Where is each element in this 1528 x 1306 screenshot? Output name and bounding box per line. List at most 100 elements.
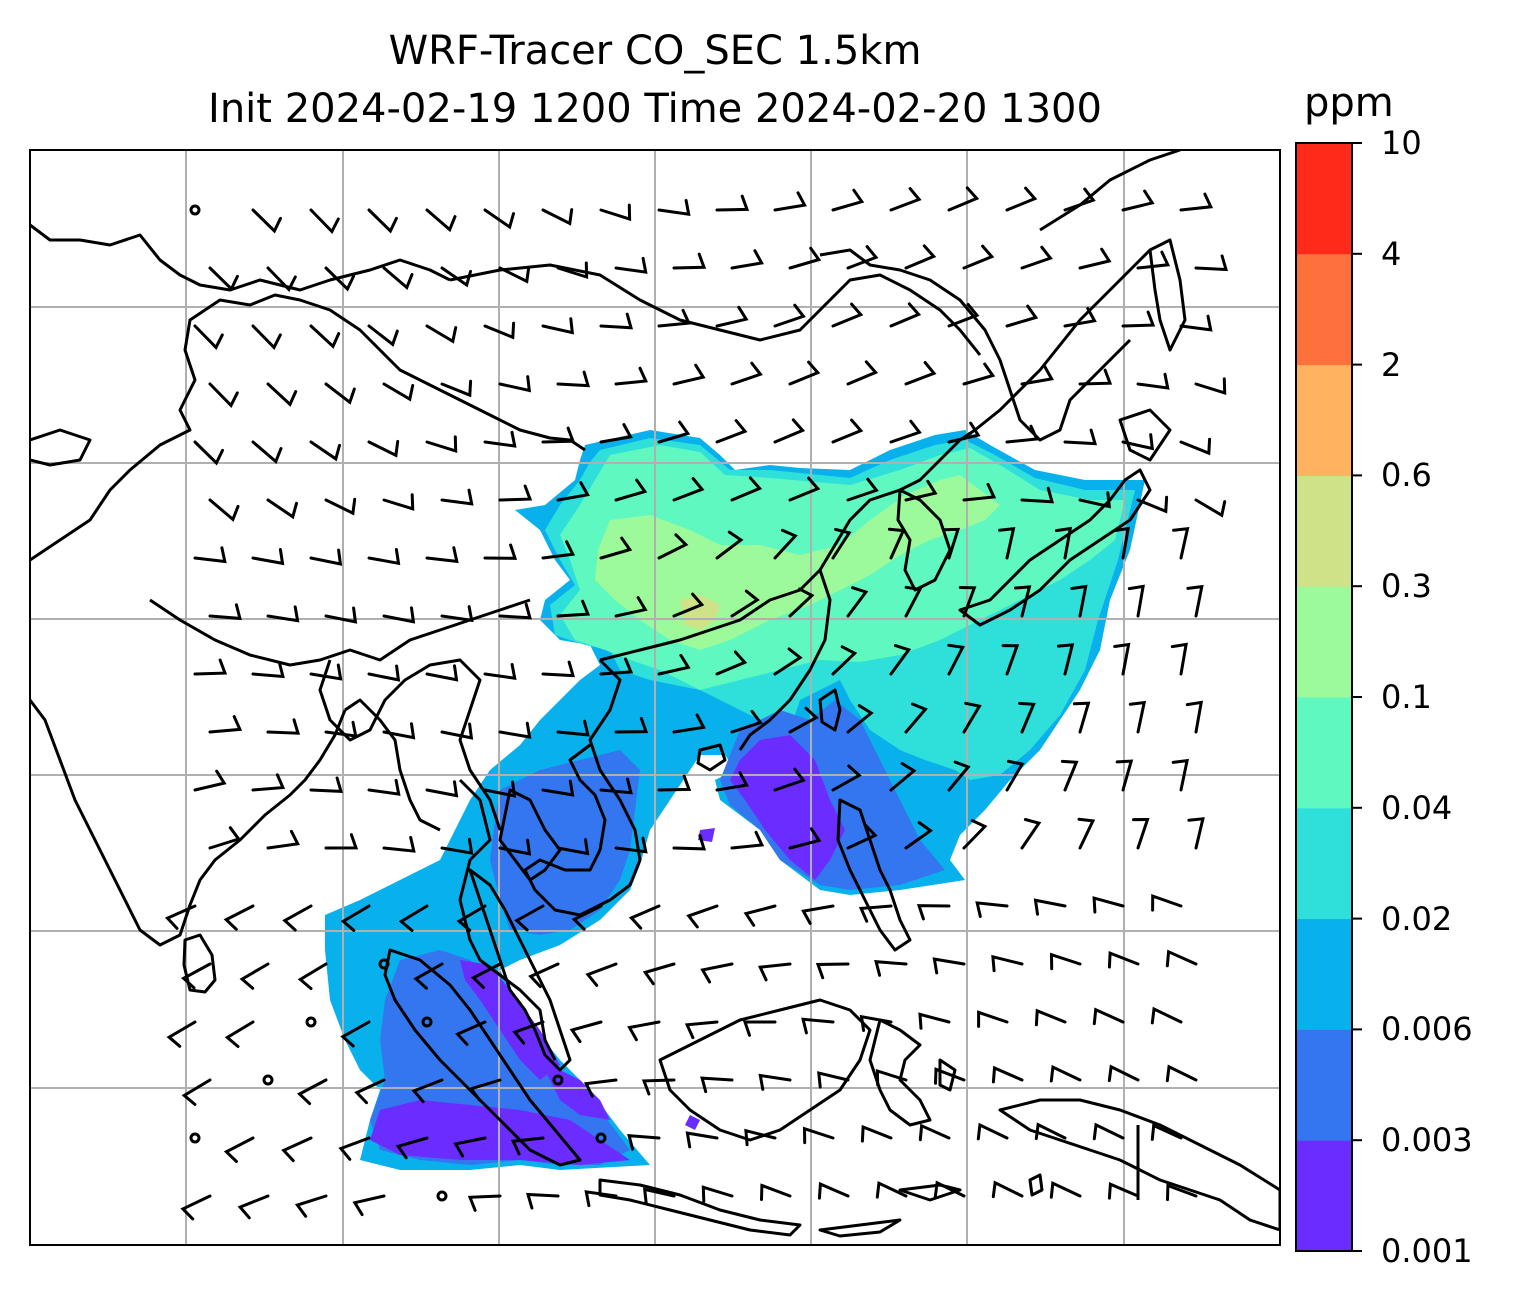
wind-barb xyxy=(599,777,633,795)
wind-barb xyxy=(715,530,744,560)
india-coastline xyxy=(30,699,347,947)
wind-barb xyxy=(715,194,750,212)
wind-barb xyxy=(367,208,398,234)
colorbar-unit-label: ppm xyxy=(1304,80,1394,126)
wind-barb xyxy=(918,1123,951,1142)
wind-barb xyxy=(512,1020,545,1045)
wind-barb xyxy=(846,586,869,618)
wind-barb xyxy=(440,722,474,740)
wind-barb xyxy=(1005,424,1040,444)
chart-title-line-1: WRF-Tracer CO_SEC 1.5km xyxy=(388,28,922,74)
wind-barb xyxy=(510,1136,545,1156)
wind-barb xyxy=(483,780,517,798)
wind-barb xyxy=(282,904,313,932)
wind-barb xyxy=(541,426,576,444)
wind-barb xyxy=(599,423,633,444)
wind-barb xyxy=(541,208,574,226)
wind-barb xyxy=(657,653,691,676)
wind-barb xyxy=(1063,428,1098,446)
wind-barb xyxy=(860,1124,893,1143)
wind-calm-marker xyxy=(552,1074,564,1086)
wind-barb xyxy=(382,836,416,853)
wind-barb xyxy=(904,244,937,270)
wind-barb xyxy=(1072,701,1091,734)
wind-barb xyxy=(1113,642,1131,676)
wind-barb xyxy=(933,1180,966,1199)
wind-barb xyxy=(470,962,502,989)
wind-barb xyxy=(599,312,634,330)
wind-barb xyxy=(889,762,917,792)
wind-barb xyxy=(846,704,874,734)
wind-barb xyxy=(788,360,821,386)
wind-barb xyxy=(411,1078,444,1104)
wind-barb xyxy=(672,252,707,270)
wind-barb xyxy=(382,606,416,624)
small-island-1 xyxy=(1028,1173,1044,1197)
wind-barb xyxy=(309,776,344,793)
wind-barb xyxy=(889,644,912,676)
wind-barb xyxy=(599,536,633,560)
wind-barb xyxy=(164,904,197,930)
wind-barb xyxy=(193,546,227,564)
wind-barb xyxy=(672,592,705,618)
china-coast xyxy=(599,428,976,662)
wind-barb xyxy=(1172,526,1190,560)
wind-barb xyxy=(889,419,922,444)
colorbar-segment xyxy=(1296,697,1352,809)
wind-barb xyxy=(1136,250,1171,270)
wind-barb xyxy=(976,1122,1009,1141)
vietnam-coast xyxy=(523,658,642,917)
wind-barb xyxy=(456,904,487,932)
wind-barb xyxy=(672,477,705,502)
wind-barb xyxy=(1020,486,1055,504)
wind-barb xyxy=(715,771,749,792)
wind-barb xyxy=(730,476,763,502)
wind-barb xyxy=(947,303,980,328)
wind-barb xyxy=(916,904,951,921)
wind-barb xyxy=(1034,1122,1067,1141)
wind-barb xyxy=(1127,584,1145,618)
wind-barb xyxy=(1151,893,1183,912)
wind-barb xyxy=(498,375,532,393)
wind-barb xyxy=(773,303,806,328)
wind-barb xyxy=(977,1010,1009,1028)
sakhalin-outline xyxy=(1148,238,1187,352)
wind-barb xyxy=(251,773,286,792)
wind-barb xyxy=(831,645,858,676)
wind-barb xyxy=(340,1020,371,1048)
colorbar xyxy=(1295,142,1362,1252)
wind-barb xyxy=(324,266,355,292)
wind-barb xyxy=(382,493,415,511)
wind-barb xyxy=(831,527,852,560)
wind-barb xyxy=(541,779,575,797)
wind-barb xyxy=(1194,254,1229,272)
wind-barb xyxy=(1077,817,1096,850)
central-asia-border xyxy=(30,223,451,292)
colorbar-segment xyxy=(1296,364,1352,476)
wind-barb xyxy=(425,435,458,453)
wind-barb xyxy=(700,962,734,984)
wind-barb xyxy=(266,718,301,735)
wind-calm-marker xyxy=(189,1132,201,1144)
wind-barb xyxy=(1054,526,1073,560)
wind-barb xyxy=(1020,818,1042,850)
wind-barb xyxy=(817,1181,850,1200)
wind-barb xyxy=(788,827,822,850)
wind-barb xyxy=(266,498,298,520)
map-frame xyxy=(29,149,1281,1246)
russia-coast-northeast xyxy=(1039,150,1181,232)
wind-barb xyxy=(281,1136,313,1163)
wind-barb xyxy=(991,1180,1024,1199)
himalaya-border xyxy=(30,293,586,562)
wind-barb xyxy=(815,962,850,980)
wind-barb xyxy=(684,1020,719,1040)
wind-barb xyxy=(742,1020,777,1037)
wind-barb xyxy=(585,962,618,987)
wind-barb xyxy=(556,370,591,388)
wind-barb xyxy=(801,1017,835,1035)
myanmar-west-coast xyxy=(344,698,441,832)
wind-barb xyxy=(773,418,806,444)
wind-barb xyxy=(904,585,923,618)
colorbar-tick-label: 0.02 xyxy=(1381,899,1453,938)
